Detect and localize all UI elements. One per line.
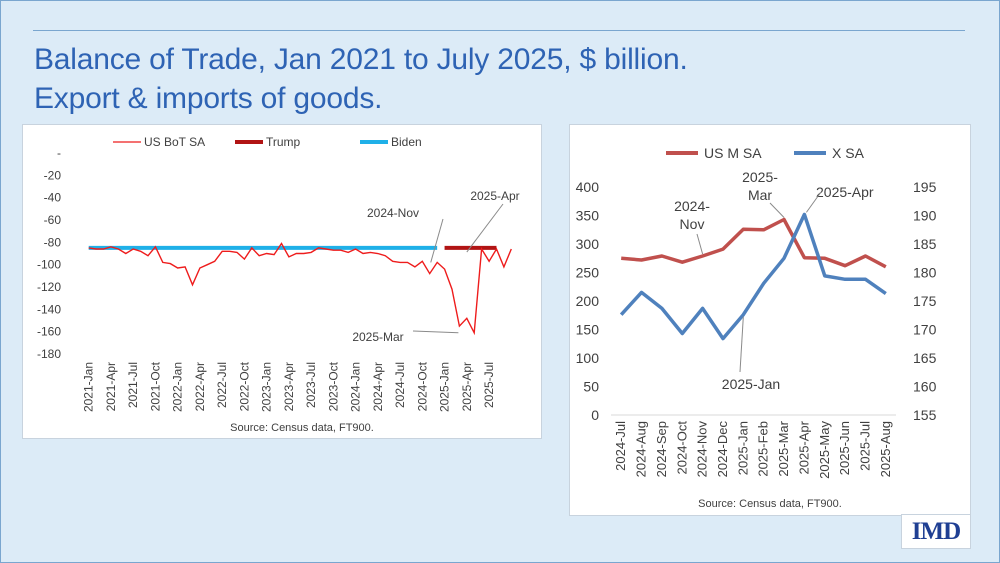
title-rule	[33, 30, 965, 31]
y-left-tick-label: 300	[576, 236, 600, 252]
y-tick-label: -120	[37, 280, 61, 294]
y-right-tick-label: 190	[913, 208, 937, 224]
x-tick-label: 2024-Jan	[349, 362, 363, 412]
annotation-2025-mar-line-2: Mar	[748, 187, 772, 203]
imd-logo: IMD	[901, 514, 971, 549]
x-tick-label: 2025-Apr	[460, 362, 474, 411]
y-tick-label: -160	[37, 325, 61, 339]
imports-exports-chart-panel: US M SA X SA 0 50 100 150 200 250 300 350 400 155 16…	[569, 124, 971, 516]
us-bot-series-line	[88, 242, 512, 336]
annotation-2025-jan: 2025-Jan	[722, 376, 780, 392]
x-tick-label: 2025-Aug	[878, 421, 893, 477]
y-tick-label: -100	[37, 258, 61, 272]
balance-of-trade-chart-panel: US BoT SA Trump Biden - -20 -40 -60 -80 -100 -120…	[22, 124, 542, 439]
y-right-tick-label: 175	[913, 293, 937, 309]
y-left-tick-label: 0	[591, 407, 599, 423]
imd-logo-text: IMD	[911, 517, 961, 545]
annotation-leader-2025-mar	[412, 330, 459, 334]
x-tick-label: 2025-Jan	[438, 362, 452, 412]
y-left-tick-label: 200	[576, 293, 600, 309]
x-tick-label: 2025-Apr	[796, 420, 811, 474]
y-right-tick-label: 185	[913, 236, 937, 252]
chart-source: Source: Census data, FT900.	[230, 422, 374, 434]
x-tick-label: 2021-Oct	[148, 361, 162, 411]
x-tick-label: 2023-Oct	[326, 361, 340, 411]
x-tick-label: 2024-Oct	[674, 421, 689, 475]
x-tick-label: 2025-Mar	[776, 420, 791, 476]
annotation-2024-nov: 2024-Nov	[367, 206, 419, 220]
x-tick-label: 2024-Apr	[371, 362, 385, 411]
y-right-tick-label: 170	[913, 322, 937, 338]
slide-title: Balance of Trade, Jan 2021 to July 2025,…	[34, 40, 688, 118]
y-tick-label: -180	[37, 347, 61, 361]
y-right-tick-label: 165	[913, 350, 937, 366]
x-tick-label: 2025-Jan	[735, 421, 750, 475]
x-tick-label: 2024-Dec	[715, 421, 730, 478]
x-tick-label: 2024-Aug	[634, 421, 649, 477]
annotation-leader-2025-jan	[739, 316, 744, 373]
annotation-2025-apr: 2025-Apr	[816, 184, 874, 200]
chart-source: Source: Census data, FT900.	[698, 498, 842, 510]
y-left-tick-label: 50	[583, 379, 599, 395]
x-tick-label: 2024-Oct	[415, 361, 429, 411]
y-tick-label: -40	[44, 191, 62, 205]
x-tick-label: 2023-Jul	[304, 362, 318, 408]
balance-of-trade-chart: US BoT SA Trump Biden - -20 -40 -60 -80 -100 -120…	[37, 135, 520, 434]
y-left-tick-label: 250	[576, 265, 600, 281]
x-tick-label: 2022-Jan	[171, 362, 185, 412]
legend-label-1: Trump	[266, 135, 301, 149]
annotation-leader-2024-nov	[430, 218, 444, 263]
x-tick-label: 2022-Jul	[215, 362, 229, 408]
y-right-tick-label: 160	[913, 379, 937, 395]
y-left-tick-label: 100	[576, 350, 600, 366]
y-left-tick-label: 150	[576, 322, 600, 338]
x-tick-label: 2022-Oct	[237, 361, 251, 411]
x-tick-label: 2025-Feb	[756, 421, 771, 477]
annotation-leader-2025-mar	[769, 202, 785, 218]
x-tick-label: 2025-Jul	[858, 421, 873, 471]
annotation-leader-2025-apr	[805, 191, 822, 213]
y-tick-label: -80	[44, 235, 62, 249]
y-tick-label: -60	[44, 213, 62, 227]
x-tick-label: 2021-Jan	[82, 362, 96, 412]
y-tick-label: -140	[37, 302, 61, 316]
x-tick-label: 2025-Jun	[837, 421, 852, 475]
y-left-tick-label: 400	[576, 179, 600, 195]
slide-title-line-1: Balance of Trade, Jan 2021 to July 2025,…	[34, 43, 688, 76]
legend-label-0: US BoT SA	[144, 135, 205, 149]
x-tick-label: 2021-Apr	[104, 362, 118, 411]
x-tick-label: 2021-Jul	[126, 362, 140, 408]
legend-label-0: US M SA	[704, 145, 762, 161]
annotation-2024-nov-line-1: 2024-	[674, 198, 710, 214]
x-tick-label: 2023-Jan	[260, 362, 274, 412]
y-right-tick-label: 180	[913, 265, 937, 281]
us-m-sa-series-line	[621, 217, 887, 269]
y-right-tick-label: 195	[913, 179, 937, 195]
annotation-2025-apr: 2025-Apr	[470, 189, 519, 203]
imports-exports-chart: US M SA X SA 0 50 100 150 200 250 300 350 400 155 16…	[576, 145, 937, 510]
legend-label-2: Biden	[391, 135, 422, 149]
x-tick-label: 2024-Sep	[654, 421, 669, 477]
annotation-2024-nov-line-2: Nov	[680, 216, 705, 232]
y-tick-label: -	[57, 146, 61, 160]
annotation-2025-mar-line-1: 2025-	[742, 169, 778, 185]
x-tick-label: 2025-May	[817, 421, 832, 479]
annotation-leader-2024-nov	[696, 233, 704, 255]
x-tick-label: 2024-Jul	[613, 421, 628, 471]
slide-title-line-2: Export & imports of goods.	[34, 82, 383, 115]
x-tick-label: 2024-Nov	[695, 421, 710, 478]
annotation-2025-mar: 2025-Mar	[352, 330, 403, 344]
x-tick-label: 2023-Apr	[282, 362, 296, 411]
legend-label-1: X SA	[832, 145, 865, 161]
y-tick-label: -20	[44, 168, 62, 182]
y-right-tick-label: 155	[913, 407, 937, 423]
x-sa-series-line	[619, 212, 887, 341]
x-tick-label: 2022-Apr	[193, 362, 207, 411]
annotation-leader-2025-apr	[466, 203, 504, 253]
y-left-tick-label: 350	[576, 208, 600, 224]
x-tick-label: 2024-Jul	[393, 362, 407, 408]
x-tick-label: 2025-Jul	[482, 362, 496, 408]
